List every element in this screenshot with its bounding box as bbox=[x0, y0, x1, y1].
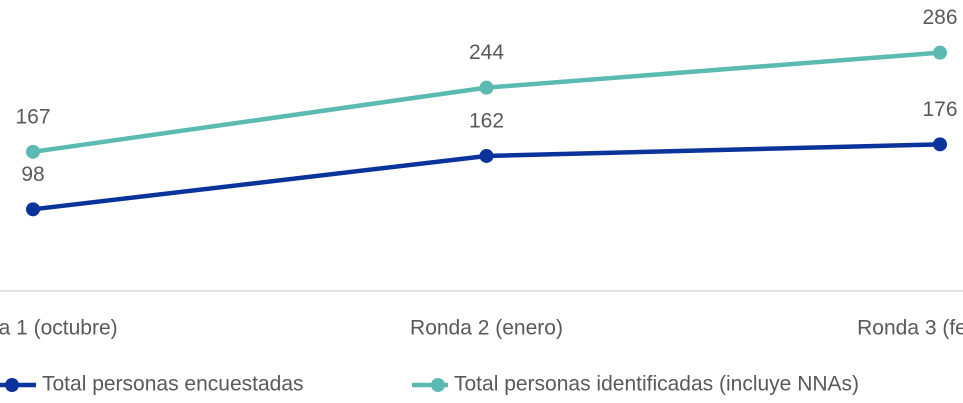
point bbox=[26, 144, 40, 159]
x-tick-label: Ronda 1 (octubre) bbox=[0, 317, 118, 340]
legend-marker bbox=[431, 378, 445, 392]
legend-marker bbox=[5, 378, 19, 392]
x-tick-label: Ronda 2 (enero) bbox=[410, 317, 563, 340]
data-label: 286 bbox=[922, 6, 957, 29]
legend-label: Total personas encuestadas bbox=[42, 373, 304, 396]
data-label: 244 bbox=[469, 41, 504, 64]
legend-label: Total personas identificadas (incluye NN… bbox=[454, 373, 859, 396]
point bbox=[479, 148, 494, 163]
point bbox=[933, 45, 947, 60]
point bbox=[479, 80, 494, 95]
x-tick-label: Ronda 3 (febrero) bbox=[857, 317, 963, 340]
point bbox=[933, 137, 947, 152]
point bbox=[26, 202, 40, 217]
line bbox=[32, 50, 941, 155]
data-label: 98 bbox=[21, 163, 44, 186]
data-label: 167 bbox=[15, 105, 50, 128]
data-label: 176 bbox=[922, 98, 957, 121]
data-label: 162 bbox=[469, 110, 504, 133]
